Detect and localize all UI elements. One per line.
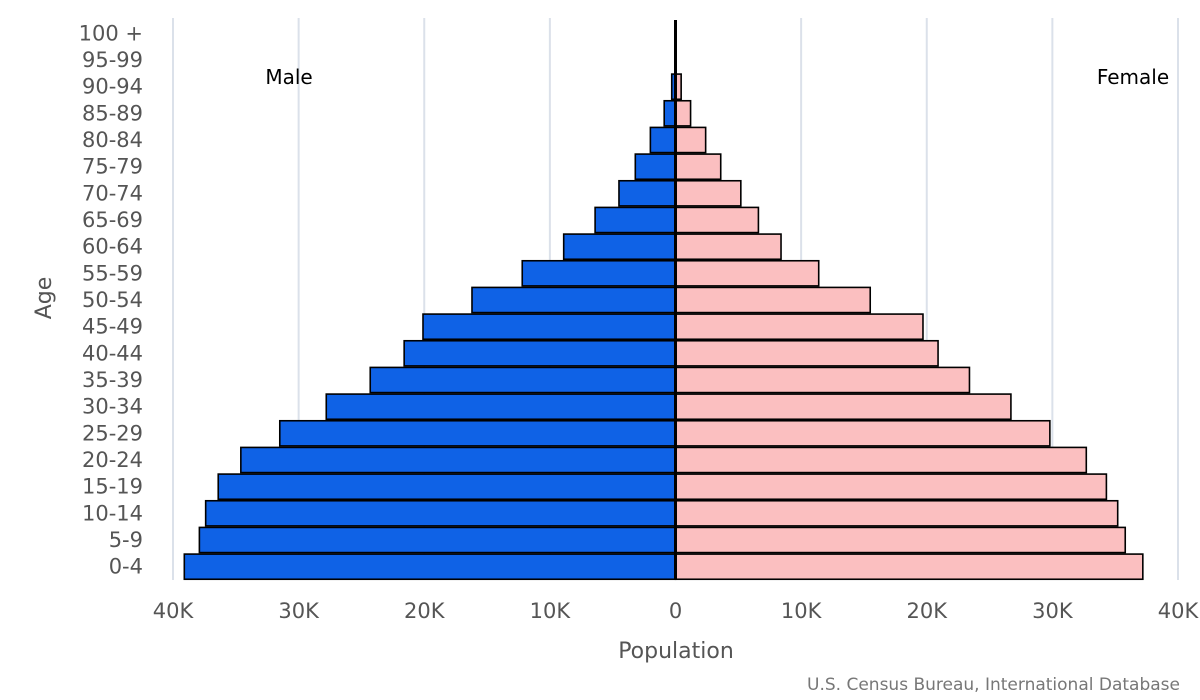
y-tick-label: 90-94: [82, 75, 143, 99]
bar-male: [562, 233, 677, 261]
bar-male: [204, 499, 677, 527]
bar-male: [618, 179, 677, 207]
x-tick-label: 20K: [404, 599, 446, 623]
y-tick-label: 80-84: [82, 128, 143, 152]
bar-male: [649, 126, 677, 154]
y-tick-label: 65-69: [82, 208, 143, 232]
bar-female: [674, 206, 760, 234]
x-tick-label: 20K: [907, 599, 949, 623]
x-tick-label: 30K: [278, 599, 320, 623]
y-tick-label: 5-9: [109, 528, 143, 552]
bar-female: [674, 259, 820, 287]
source-credit: U.S. Census Bureau, International Databa…: [807, 675, 1180, 695]
bar-male: [198, 526, 677, 554]
x-tick-label: 0: [669, 599, 682, 623]
bar-female: [674, 499, 1119, 527]
y-tick-label: 15-19: [82, 475, 143, 499]
legend-female-label: Female: [1097, 65, 1169, 89]
x-axis-title: Population: [618, 639, 734, 664]
y-tick-label: 75-79: [82, 155, 143, 179]
bar-male: [663, 99, 677, 127]
x-tick-label: 40K: [1158, 599, 1200, 623]
y-tick-label: 0-4: [109, 555, 143, 579]
bar-female: [674, 126, 707, 154]
x-tick-label: 10K: [530, 599, 572, 623]
y-tick-label: 40-44: [82, 341, 143, 365]
bar-female: [674, 366, 971, 394]
bar-female: [674, 526, 1127, 554]
y-tick-label: 25-29: [82, 421, 143, 445]
bar-female: [674, 339, 939, 367]
bar-male: [521, 259, 677, 287]
bar-male: [422, 313, 677, 341]
bar-female: [674, 153, 722, 181]
bar-male: [240, 446, 677, 474]
bar-female: [674, 473, 1108, 501]
bar-male: [594, 206, 677, 234]
x-tick-label: 40K: [153, 599, 195, 623]
y-tick-label: 70-74: [82, 181, 143, 205]
y-tick-label: 100 +: [79, 21, 143, 45]
bar-female: [674, 179, 742, 207]
bar-male: [325, 393, 677, 421]
bar-female: [674, 233, 782, 261]
y-tick-label: 50-54: [82, 288, 143, 312]
bar-male: [403, 339, 677, 367]
y-axis-title: Age: [32, 277, 57, 320]
y-tick-label: 45-49: [82, 315, 143, 339]
y-tick-label: 20-24: [82, 448, 143, 472]
legend-male-label: Male: [265, 65, 312, 89]
bar-female: [674, 286, 872, 314]
x-axis-ticks: 40K 30K 20K 10K 0 10K 20K 30K 40K: [153, 599, 1200, 623]
bar-male: [183, 553, 677, 581]
bar-female: [674, 313, 924, 341]
y-tick-label: 95-99: [82, 48, 143, 72]
y-tick-label: 10-14: [82, 501, 143, 525]
x-tick-label: 10K: [781, 599, 823, 623]
y-tick-label: 30-34: [82, 395, 143, 419]
y-tick-label: 60-64: [82, 235, 143, 259]
bar-male: [369, 366, 677, 394]
y-tick-label: 55-59: [82, 261, 143, 285]
bar-male: [634, 153, 677, 181]
bar-male: [217, 473, 677, 501]
x-tick-label: 30K: [1032, 599, 1074, 623]
bar-female: [674, 393, 1012, 421]
bar-female: [674, 446, 1088, 474]
bar-female: [674, 99, 692, 127]
y-tick-label: 85-89: [82, 101, 143, 125]
bar-male: [471, 286, 677, 314]
bars: [183, 20, 1144, 581]
bar-female: [674, 553, 1144, 581]
bar-male: [278, 419, 677, 447]
bar-female: [674, 419, 1051, 447]
y-tick-label: 35-39: [82, 368, 143, 392]
